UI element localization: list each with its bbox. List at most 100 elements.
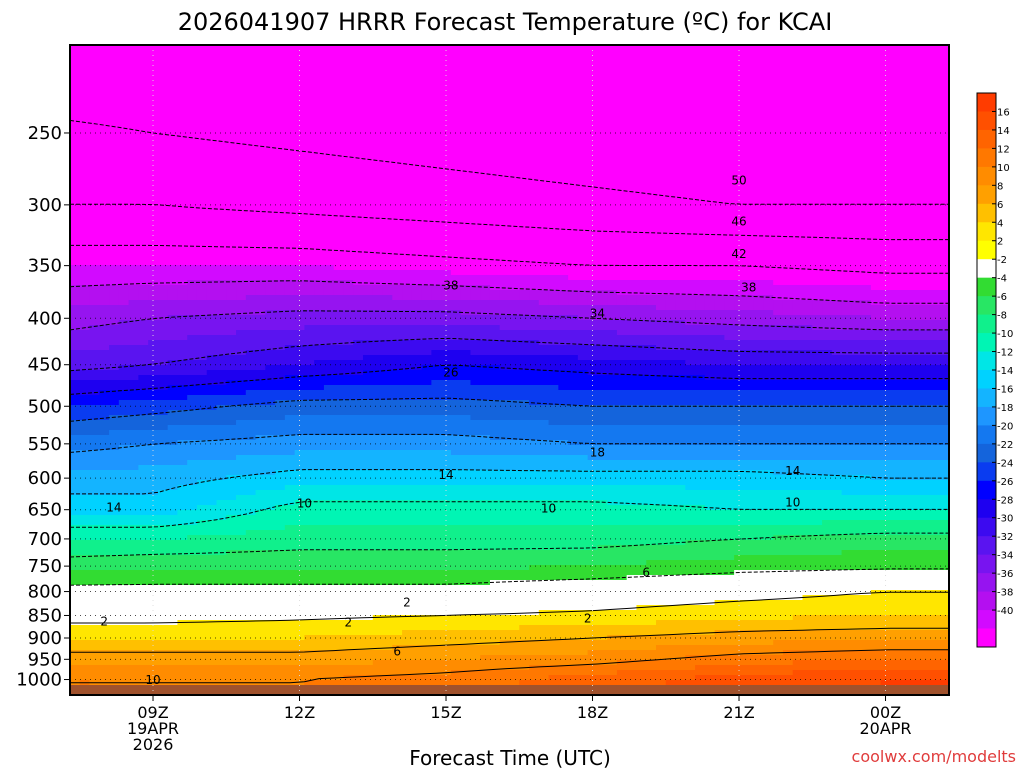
heatmap-cell [548,280,559,286]
heatmap-cell [626,65,638,71]
heatmap-cell [441,240,452,246]
heatmap-cell [577,285,589,291]
heatmap-cell [675,80,686,86]
heatmap-cell [753,305,765,311]
heatmap-cell [187,165,198,171]
heatmap-cell [802,70,813,76]
heatmap-cell [206,55,218,61]
heatmap-cell [822,245,833,251]
heatmap-cell [489,245,501,251]
heatmap-cell [734,45,745,51]
heatmap-cell [118,85,130,91]
heatmap-cell [177,195,188,201]
heatmap-cell [939,230,950,236]
heatmap-cell [685,185,696,191]
heatmap-cell [939,200,950,206]
heatmap-cell [265,90,276,96]
heatmap-cell [128,140,139,146]
heatmap-cell [177,45,188,51]
heatmap-cell [499,85,511,91]
heatmap-cell [548,255,559,261]
heatmap-cell [128,205,139,211]
heatmap-cell [402,115,413,121]
heatmap-cell [695,235,706,241]
heatmap-cell [138,115,149,121]
heatmap-cell [841,125,852,131]
heatmap-cell [870,305,882,311]
heatmap-cell [421,135,432,141]
heatmap-cell [226,135,237,141]
heatmap-cell [392,135,403,141]
heatmap-cell [402,270,413,276]
heatmap-cell [529,245,540,251]
heatmap-cell [187,125,198,131]
heatmap-cell [284,95,296,101]
heatmap-cell [431,120,442,126]
heatmap-cell [509,265,520,271]
heatmap-cell [275,270,286,276]
heatmap-cell [743,220,755,226]
heatmap-cell [79,225,91,231]
heatmap-cell [831,275,843,281]
heatmap-cell [470,90,481,96]
heatmap-cell [753,125,765,131]
heatmap-cell [363,300,374,306]
heatmap-cell [294,285,305,291]
heatmap-cell [118,115,130,121]
heatmap-cell [460,300,472,306]
heatmap-cell [99,310,110,316]
heatmap-cell [284,185,296,191]
heatmap-cell [607,230,618,236]
heatmap-cell [753,215,765,221]
heatmap-cell [314,300,325,306]
heatmap-cell [880,45,891,51]
heatmap-cell [284,320,296,326]
heatmap-cell [255,185,266,191]
heatmap-cell [880,150,891,156]
heatmap-cell [646,160,657,166]
heatmap-cell [870,310,882,316]
heatmap-cell [70,275,81,281]
heatmap-cell [206,100,218,106]
heatmap-cell [109,200,120,206]
heatmap-cell [880,250,891,256]
heatmap-cell [470,300,481,306]
heatmap-cell [431,270,442,276]
heatmap-cell [909,220,921,226]
heatmap-cell [714,245,725,251]
heatmap-cell [236,235,247,241]
heatmap-cell [626,90,638,96]
heatmap-cell [343,80,354,86]
heatmap-cell [509,65,520,71]
heatmap-cell [480,145,491,151]
heatmap-cell [763,235,774,241]
heatmap-cell [294,155,305,161]
heatmap-cell [89,120,100,126]
heatmap-cell [294,240,305,246]
heatmap-cell [753,110,765,116]
heatmap-cell [441,260,452,266]
heatmap-cell [392,295,403,301]
heatmap-cell [782,255,794,261]
heatmap-cell [265,300,276,306]
heatmap-cell [148,275,159,281]
heatmap-cell [89,255,100,261]
heatmap-cell [128,145,139,151]
heatmap-cell [157,140,169,146]
heatmap-cell [900,190,911,196]
heatmap-cell [656,115,667,121]
heatmap-cell [714,95,725,101]
heatmap-cell [861,55,872,61]
heatmap-cell [245,45,257,51]
heatmap-cell [138,120,149,126]
heatmap-cell [714,300,725,306]
heatmap-cell [157,195,169,201]
heatmap-cell [724,280,735,286]
heatmap-cell [421,160,432,166]
heatmap-cell [411,65,423,71]
heatmap-cell [558,305,569,311]
heatmap-cell [236,320,247,326]
heatmap-cell [157,110,169,116]
heatmap-cell [450,165,462,171]
heatmap-cell [597,120,608,126]
